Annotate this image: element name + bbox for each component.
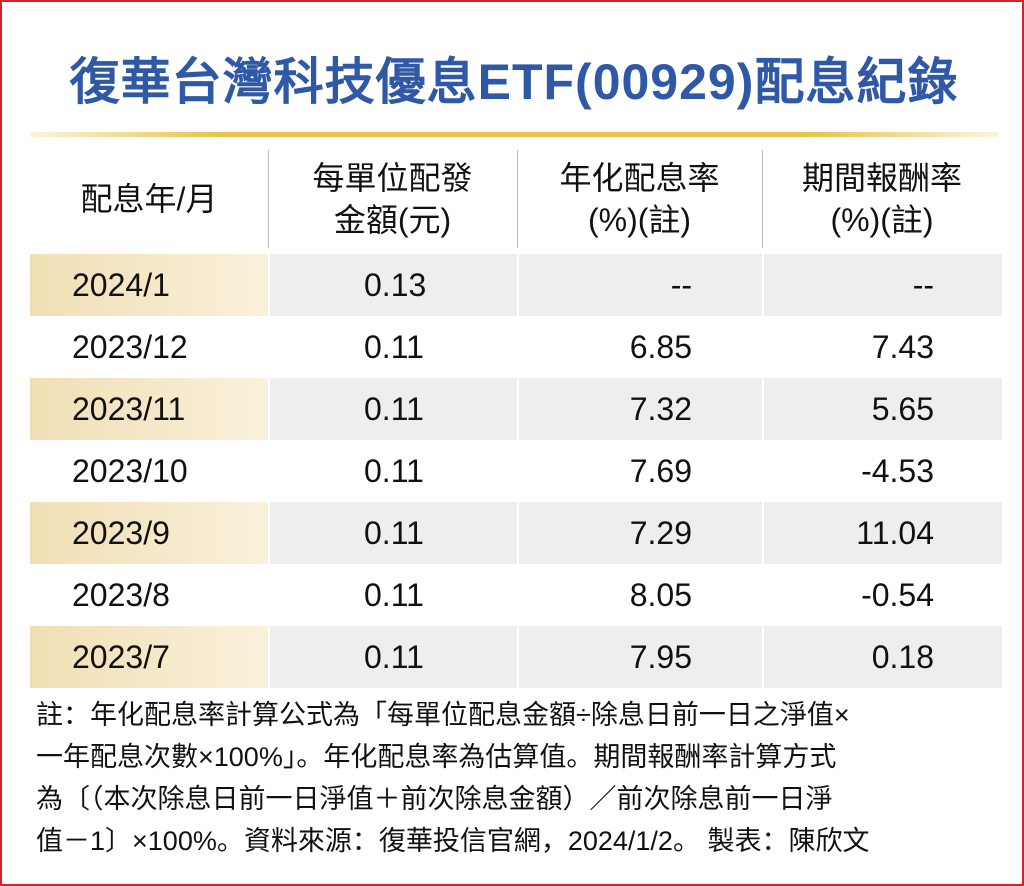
- table-cell: 8.05: [629, 577, 692, 613]
- table-cell: 2023/12: [72, 329, 188, 365]
- cell-divider: [762, 254, 764, 316]
- header-text: 期間報酬率: [801, 160, 962, 196]
- column-divider: [517, 150, 518, 248]
- cell-divider: [268, 626, 270, 688]
- table-cell: 7.32: [629, 391, 692, 427]
- table-cell: 7.29: [629, 515, 692, 551]
- table-cell: 0.11: [364, 453, 424, 489]
- table-cell: 7.95: [629, 639, 692, 675]
- header-row: 配息年/月 每單位配發金額(元) 年化配息率 (%)(註) 期間報酬率 (%)(註): [30, 144, 1002, 254]
- table-row: 2024/1 0.13 -- --: [30, 254, 1002, 316]
- cell-divider: [517, 564, 519, 626]
- header-cell: 期間報酬率 (%)(註): [762, 144, 1002, 254]
- table-row: 2023/7 0.11 7.95 0.18: [30, 626, 1002, 688]
- cell-divider: [517, 378, 519, 440]
- table-row: 2023/8 0.11 8.05 -0.54: [30, 564, 1002, 626]
- table-row: 2023/11 0.11 7.32 5.65: [30, 378, 1002, 440]
- table-cell: 2023/10: [72, 453, 188, 489]
- cell-divider: [268, 254, 270, 316]
- cell-divider: [517, 440, 519, 502]
- cell-divider: [762, 440, 764, 502]
- cell-divider: [762, 564, 764, 626]
- table-cell: 0.11: [364, 515, 424, 551]
- table-cell: 7.43: [871, 329, 934, 365]
- table-row: 2023/10 0.11 7.69 -4.53: [30, 440, 1002, 502]
- table-cell: 2023/7: [72, 639, 170, 675]
- table-cell: -0.54: [861, 577, 934, 613]
- cell-divider: [268, 316, 270, 378]
- note-line: 註：年化配息率計算公式為「每單位配息金額÷除息日前一日之淨值×: [36, 700, 850, 730]
- table-cell: 6.85: [629, 329, 692, 365]
- table-cell: 2023/11: [72, 391, 186, 427]
- title: 復華台灣科技優息ETF(00929)配息紀錄: [69, 54, 959, 110]
- header-text: (%)(註): [830, 202, 934, 238]
- cell-divider: [268, 440, 270, 502]
- table-cell: 0.18: [871, 639, 934, 675]
- table-cell: 0.11: [364, 391, 424, 427]
- cell-divider: [762, 316, 764, 378]
- table-row: 2023/9 0.11 7.29 11.04: [30, 502, 1002, 564]
- title-rule: [30, 132, 998, 137]
- table-cell: 2023/8: [72, 577, 170, 613]
- header-cell: 配息年/月: [30, 144, 268, 254]
- cell-divider: [517, 254, 519, 316]
- table-cell: 0.11: [364, 639, 424, 675]
- first-cell-bg: [30, 254, 268, 316]
- header-text: 每單位配發: [312, 160, 473, 196]
- header-text: 金額(元): [333, 202, 452, 238]
- header-text: 年化配息率: [559, 160, 720, 196]
- table-cell: 11.04: [856, 515, 934, 551]
- note: 註：年化配息率計算公式為「每單位配息金額÷除息日前一日之淨值× 一年配息次數×10…: [36, 694, 869, 862]
- header-text: (%)(註): [587, 202, 692, 238]
- first-cell-bg: [30, 378, 268, 440]
- cell-divider: [762, 626, 764, 688]
- cell-divider: [517, 502, 519, 564]
- table-cell: --: [670, 267, 692, 303]
- cell-divider: [517, 316, 519, 378]
- cell-divider: [517, 626, 519, 688]
- first-cell-bg: [30, 502, 268, 564]
- header-cell: 每單位配發金額(元): [268, 144, 517, 254]
- table-cell: 7.69: [629, 453, 692, 489]
- table-cell: 2024/1: [72, 267, 170, 303]
- column-divider: [762, 150, 763, 248]
- cell-divider: [268, 564, 270, 626]
- header-cell: 年化配息率 (%)(註): [517, 144, 762, 254]
- table-cell: --: [912, 267, 934, 303]
- table-cell: 5.65: [871, 391, 934, 427]
- note-line: 值－1〕×100%。資料來源：復華投信官網，2024/1/2。 製表：陳欣文: [36, 826, 870, 856]
- table-cell: 0.11: [364, 577, 424, 613]
- table-row: 2023/12 0.11 6.85 7.43: [30, 316, 1002, 378]
- cell-divider: [268, 502, 270, 564]
- header-text: 配息年/月: [80, 181, 218, 217]
- note-line: 為〔（本次除息日前一日淨值＋前次除息金額）／前次除息前一日淨: [36, 784, 833, 814]
- cell-divider: [762, 502, 764, 564]
- cell-divider: [268, 378, 270, 440]
- cell-divider: [762, 378, 764, 440]
- table: 配息年/月 每單位配發金額(元) 年化配息率 (%)(註) 期間報酬率 (%)(註) 202…: [30, 144, 1002, 688]
- table-cell: 0.13: [364, 267, 427, 303]
- table-cell: 0.11: [364, 329, 424, 365]
- table-cell: -4.53: [861, 453, 934, 489]
- column-divider: [268, 150, 269, 248]
- note-line: 一年配息次數×100%」。年化配息率為估算值。期間報酬率計算方式: [36, 742, 837, 772]
- table-cell: 2023/9: [72, 515, 170, 551]
- first-cell-bg: [30, 626, 268, 688]
